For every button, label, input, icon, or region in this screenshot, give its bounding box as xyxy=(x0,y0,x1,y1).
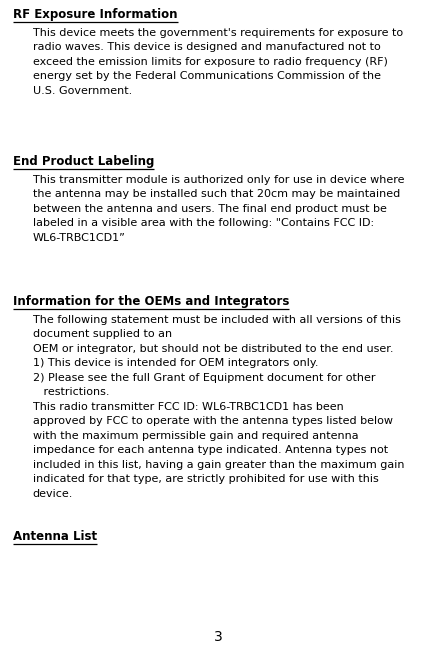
Text: impedance for each antenna type indicated. Antenna types not: impedance for each antenna type indicate… xyxy=(33,445,388,455)
Text: This transmitter module is authorized only for use in device where: This transmitter module is authorized on… xyxy=(33,174,404,185)
Text: 3: 3 xyxy=(214,630,223,644)
Text: the antenna may be installed such that 20cm may be maintained: the antenna may be installed such that 2… xyxy=(33,189,400,199)
Text: This device meets the government's requirements for exposure to: This device meets the government's requi… xyxy=(33,27,403,38)
Text: document supplied to an: document supplied to an xyxy=(33,329,172,339)
Text: This radio transmitter FCC ID: WL6-TRBC1CD1 has been: This radio transmitter FCC ID: WL6-TRBC1… xyxy=(33,402,343,411)
Text: End Product Labeling: End Product Labeling xyxy=(13,155,155,168)
Text: U.S. Government.: U.S. Government. xyxy=(33,85,132,96)
Text: exceed the emission limits for exposure to radio frequency (RF): exceed the emission limits for exposure … xyxy=(33,57,388,66)
Text: RF Exposure Information: RF Exposure Information xyxy=(13,8,177,21)
Text: restrictions.: restrictions. xyxy=(33,387,109,397)
Text: 1) This device is intended for OEM integrators only.: 1) This device is intended for OEM integ… xyxy=(33,358,318,368)
Text: energy set by the Federal Communications Commission of the: energy set by the Federal Communications… xyxy=(33,71,381,81)
Text: between the antenna and users. The final end product must be: between the antenna and users. The final… xyxy=(33,204,387,214)
Text: OEM or integrator, but should not be distributed to the end user.: OEM or integrator, but should not be dis… xyxy=(33,344,393,353)
Text: 2) Please see the full Grant of Equipment document for other: 2) Please see the full Grant of Equipmen… xyxy=(33,372,375,383)
Text: included in this list, having a gain greater than the maximum gain: included in this list, having a gain gre… xyxy=(33,460,404,469)
Text: device.: device. xyxy=(33,488,73,499)
Text: radio waves. This device is designed and manufactured not to: radio waves. This device is designed and… xyxy=(33,42,381,52)
Text: Antenna List: Antenna List xyxy=(13,530,97,543)
Text: The following statement must be included with all versions of this: The following statement must be included… xyxy=(33,314,401,325)
Text: labeled in a visible area with the following: "Contains FCC ID:: labeled in a visible area with the follo… xyxy=(33,218,374,228)
Text: Information for the OEMs and Integrators: Information for the OEMs and Integrators xyxy=(13,295,289,308)
Text: approved by FCC to operate with the antenna types listed below: approved by FCC to operate with the ante… xyxy=(33,416,393,426)
Text: indicated for that type, are strictly prohibited for use with this: indicated for that type, are strictly pr… xyxy=(33,474,378,484)
Text: WL6-TRBC1CD1”: WL6-TRBC1CD1” xyxy=(33,232,126,243)
Text: with the maximum permissible gain and required antenna: with the maximum permissible gain and re… xyxy=(33,430,358,441)
